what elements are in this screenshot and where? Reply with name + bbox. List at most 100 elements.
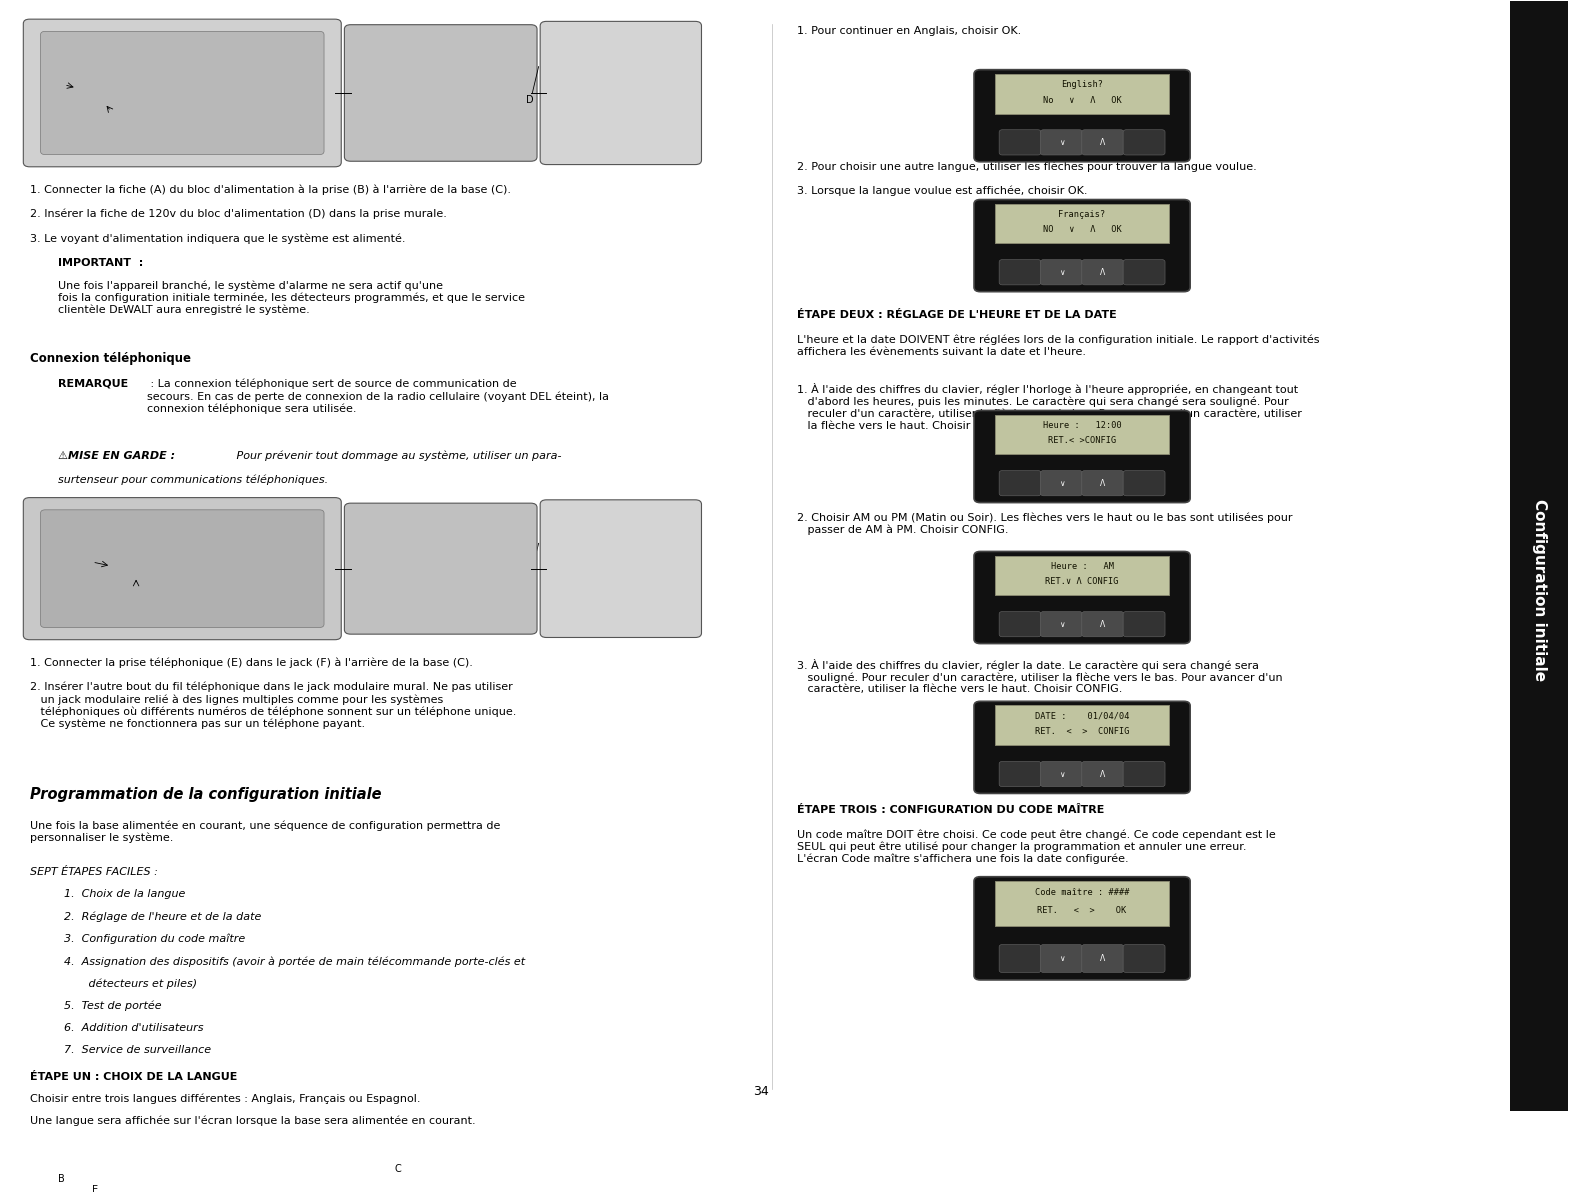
Text: Heure :   AM: Heure : AM [1051,561,1114,571]
Text: 4.  Assignation des dispositifs (avoir à portée de main télécommande porte-clés : 4. Assignation des dispositifs (avoir à … [64,956,526,967]
Text: Connexion téléphonique: Connexion téléphonique [30,352,190,365]
Text: ∨: ∨ [1059,268,1064,277]
Text: Heure :   12:00: Heure : 12:00 [1043,421,1122,429]
Text: 3. À l'aide des chiffres du clavier, régler la date. Le caractère qui sera chang: 3. À l'aide des chiffres du clavier, rég… [797,658,1282,695]
Text: ⚠MISE EN GARDE :: ⚠MISE EN GARDE : [58,451,174,461]
Text: F: F [85,557,89,567]
Text: 1. Connecter la prise téléphonique (E) dans le jack (F) à l'arrière de la base (: 1. Connecter la prise téléphonique (E) d… [30,658,472,668]
FancyBboxPatch shape [974,410,1191,503]
Text: Programmation de la configuration initiale: Programmation de la configuration initia… [30,788,381,802]
Text: ∨: ∨ [1059,954,1064,963]
FancyBboxPatch shape [974,199,1191,292]
Text: Pour prévenir tout dommage au système, utiliser un para-: Pour prévenir tout dommage au système, u… [234,451,562,461]
Text: surtenseur pour communications téléphoniques.: surtenseur pour communications téléphoni… [58,474,328,485]
Text: 1. À l'aide des chiffres du clavier, régler l'horloge à l'heure appropriée, en c: 1. À l'aide des chiffres du clavier, rég… [797,384,1302,430]
Text: D: D [526,95,533,105]
Text: 1. Pour continuer en Anglais, choisir OK.: 1. Pour continuer en Anglais, choisir OK… [797,26,1021,36]
Text: B: B [58,1174,64,1185]
Text: ∨: ∨ [1059,138,1064,147]
FancyBboxPatch shape [24,19,342,167]
Text: Configuration initiale: Configuration initiale [1531,498,1547,681]
Text: ∨: ∨ [1059,770,1064,778]
FancyBboxPatch shape [1040,611,1083,637]
Text: SEPT ÉTAPES FACILES :: SEPT ÉTAPES FACILES : [30,868,157,877]
Text: L'heure et la date DOIVENT être réglées lors de la configuration initiale. Le ra: L'heure et la date DOIVENT être réglées … [797,335,1320,356]
Text: E: E [93,1185,99,1192]
Text: NO   ∨   Λ   OK: NO ∨ Λ OK [1043,225,1122,235]
Text: 2. Pour choisir une autre langue, utiliser les flèches pour trouver la langue vo: 2. Pour choisir une autre langue, utilis… [797,161,1257,172]
Text: Λ: Λ [1100,770,1106,778]
Text: Un code maître DOIT être choisi. Ce code peut être changé. Ce code cependant est: Un code maître DOIT être choisi. Ce code… [797,830,1276,864]
Text: Français?: Français? [1059,210,1106,218]
Text: Λ: Λ [1100,268,1106,277]
Text: ÉTAPE TROIS : CONFIGURATION DU CODE MAÎTRE: ÉTAPE TROIS : CONFIGURATION DU CODE MAÎT… [797,805,1105,815]
Text: ∨: ∨ [1059,620,1064,628]
Bar [1511,1,1567,1111]
Text: ÉTAPE UN : CHOIX DE LA LANGUE: ÉTAPE UN : CHOIX DE LA LANGUE [30,1072,237,1081]
Text: 34: 34 [753,1085,769,1098]
Text: Code maître : ####: Code maître : #### [1036,888,1130,898]
FancyBboxPatch shape [974,876,1191,980]
FancyBboxPatch shape [1040,762,1083,787]
FancyBboxPatch shape [1123,611,1166,637]
FancyBboxPatch shape [974,701,1191,794]
FancyBboxPatch shape [1040,130,1083,155]
FancyBboxPatch shape [1040,260,1083,285]
Text: 7.  Service de surveillance: 7. Service de surveillance [64,1045,212,1055]
Text: 1. Connecter la fiche (A) du bloc d'alimentation à la prise (B) à l'arrière de l: 1. Connecter la fiche (A) du bloc d'alim… [30,185,510,195]
Text: DATE :    01/04/04: DATE : 01/04/04 [1036,712,1130,720]
Text: RET.∨ Λ CONFIG: RET.∨ Λ CONFIG [1045,577,1119,586]
Text: ÉTAPE DEUX : RÉGLAGE DE L'HEURE ET DE LA DATE: ÉTAPE DEUX : RÉGLAGE DE L'HEURE ET DE LA… [797,310,1117,319]
FancyBboxPatch shape [995,555,1169,595]
Text: REMARQUE: REMARQUE [58,379,129,389]
FancyBboxPatch shape [41,510,325,627]
FancyBboxPatch shape [995,415,1169,454]
Text: RET.< >CONFIG: RET.< >CONFIG [1048,436,1116,446]
FancyBboxPatch shape [999,762,1042,787]
Text: C: C [540,61,548,70]
Text: Λ: Λ [1100,138,1106,147]
Text: 3.  Configuration du code maître: 3. Configuration du code maître [64,933,245,944]
FancyBboxPatch shape [995,706,1169,745]
Text: 3. Lorsque la langue voulue est affichée, choisir OK.: 3. Lorsque la langue voulue est affichée… [797,186,1087,197]
Text: 6.  Addition d'utilisateurs: 6. Addition d'utilisateurs [64,1023,204,1032]
Text: E: E [132,579,138,590]
FancyBboxPatch shape [995,881,1169,926]
Text: ∨: ∨ [1059,479,1064,488]
Text: détecteurs et piles): détecteurs et piles) [64,979,198,989]
Text: 2. Choisir AM ou PM (Matin ou Soir). Les flèches vers le haut ou le bas sont uti: 2. Choisir AM ou PM (Matin ou Soir). Les… [797,513,1293,535]
FancyBboxPatch shape [344,25,537,161]
Text: Λ: Λ [1100,479,1106,488]
FancyBboxPatch shape [974,69,1191,162]
FancyBboxPatch shape [999,130,1042,155]
Text: 2. Insérer l'autre bout du fil téléphonique dans le jack modulaire mural. Ne pas: 2. Insérer l'autre bout du fil téléphoni… [30,682,516,730]
FancyBboxPatch shape [974,552,1191,644]
FancyBboxPatch shape [1123,130,1166,155]
Text: Λ: Λ [1100,620,1106,628]
FancyBboxPatch shape [1040,944,1083,973]
Text: B: B [61,80,67,89]
Text: 3. Le voyant d'alimentation indiquera que le système est alimenté.: 3. Le voyant d'alimentation indiquera qu… [30,234,405,244]
Text: C: C [540,538,548,547]
FancyBboxPatch shape [1123,260,1166,285]
Text: 2.  Réglage de l'heure et de la date: 2. Réglage de l'heure et de la date [64,912,262,923]
FancyBboxPatch shape [1123,944,1166,973]
FancyBboxPatch shape [1081,471,1123,496]
FancyBboxPatch shape [1123,471,1166,496]
Text: Choisir entre trois langues différentes : Anglais, Français ou Espagnol.: Choisir entre trois langues différentes … [30,1094,420,1104]
FancyBboxPatch shape [41,31,325,155]
FancyBboxPatch shape [999,944,1042,973]
FancyBboxPatch shape [995,74,1169,113]
Text: Une fois la base alimentée en courant, une séquence de configuration permettra d: Une fois la base alimentée en courant, u… [30,820,501,844]
FancyBboxPatch shape [540,21,701,164]
Text: English?: English? [1061,80,1103,88]
Text: C: C [394,1163,402,1174]
Text: A: A [108,107,115,117]
FancyBboxPatch shape [24,497,342,640]
FancyBboxPatch shape [1081,260,1123,285]
Text: IMPORTANT  :: IMPORTANT : [58,257,143,268]
FancyBboxPatch shape [1040,471,1083,496]
FancyBboxPatch shape [344,503,537,634]
Text: Une fois l'appareil branché, le système d'alarme ne sera actif qu'une
fois la co: Une fois l'appareil branché, le système … [58,280,524,315]
Text: 2. Insérer la fiche de 120v du bloc d'alimentation (D) dans la prise murale.: 2. Insérer la fiche de 120v du bloc d'al… [30,209,447,219]
